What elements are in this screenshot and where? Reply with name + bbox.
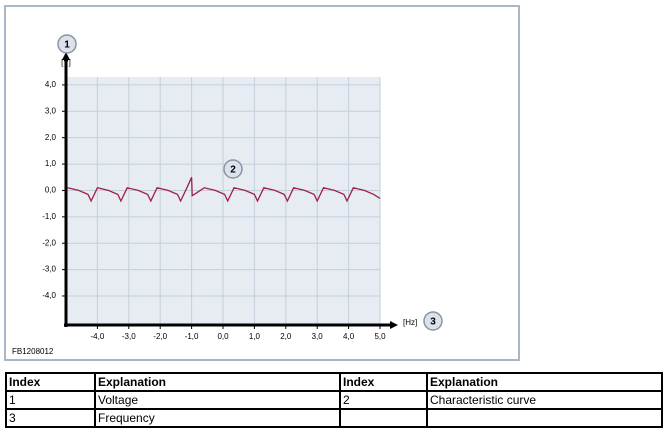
y-tick-label: -2,0 bbox=[42, 238, 56, 247]
x-axis-label: [Hz] bbox=[403, 318, 417, 327]
y-axis-label: [V] bbox=[61, 58, 71, 67]
cell bbox=[339, 408, 428, 428]
x-tick-label: 5,0 bbox=[374, 332, 386, 341]
table-row: 3 Frequency bbox=[5, 408, 663, 428]
cell: 3 bbox=[5, 408, 96, 428]
y-tick-label: -3,0 bbox=[42, 265, 56, 274]
x-tick-label: -3,0 bbox=[122, 332, 136, 341]
x-tick-label: 2,0 bbox=[280, 332, 292, 341]
header-cell: Index bbox=[5, 372, 96, 392]
y-tick-label: -4,0 bbox=[42, 291, 56, 300]
y-tick-label: -1,0 bbox=[42, 212, 56, 221]
y-tick-label: 2,0 bbox=[45, 133, 57, 142]
x-tick-label: -1,0 bbox=[185, 332, 199, 341]
chart: FB1208012 4,0 3,0 2,0 1,0 0,0 -1,0 -2,0 -3,0 -4,… bbox=[4, 5, 520, 361]
cell: Characteristic curve bbox=[426, 390, 663, 410]
table-row: 1 Voltage 2 Characteristic curve bbox=[5, 390, 663, 410]
y-tick-label: 0,0 bbox=[45, 186, 57, 195]
curve bbox=[67, 177, 381, 203]
cell bbox=[426, 408, 663, 428]
x-tick-label: -4,0 bbox=[91, 332, 105, 341]
x-tick-label: -2,0 bbox=[153, 332, 167, 341]
y-tick-label: 3,0 bbox=[45, 106, 57, 115]
callout-label: 2 bbox=[230, 165, 236, 176]
header-cell: Explanation bbox=[426, 372, 663, 392]
x-tick-label: 4,0 bbox=[343, 332, 355, 341]
header-cell: Explanation bbox=[94, 372, 341, 392]
x-axis-arrow bbox=[390, 321, 398, 329]
header-cell: Index bbox=[339, 372, 428, 392]
x-tick-label: 3,0 bbox=[312, 332, 324, 341]
cell: 2 bbox=[339, 390, 428, 410]
callout-circle bbox=[423, 311, 443, 331]
legend-table: Index Explanation Index Explanation 1 Vo… bbox=[5, 372, 663, 428]
x-tick-label: 1,0 bbox=[249, 332, 261, 341]
callout-circle bbox=[223, 159, 243, 179]
cell: 1 bbox=[5, 390, 96, 410]
x-tick-label: 0,0 bbox=[217, 332, 229, 341]
y-axis-arrow bbox=[62, 52, 70, 60]
y-tick-label: 4,0 bbox=[45, 80, 57, 89]
callout-circle bbox=[57, 34, 77, 54]
callout-label: 1 bbox=[64, 40, 70, 51]
y-tick-label: 1,0 bbox=[45, 159, 57, 168]
cell: Voltage bbox=[94, 390, 341, 410]
figure-id: FB1208012 bbox=[12, 347, 54, 356]
callout-label: 3 bbox=[430, 317, 436, 328]
cell: Frequency bbox=[94, 408, 341, 428]
table-header: Index Explanation Index Explanation bbox=[5, 372, 663, 392]
